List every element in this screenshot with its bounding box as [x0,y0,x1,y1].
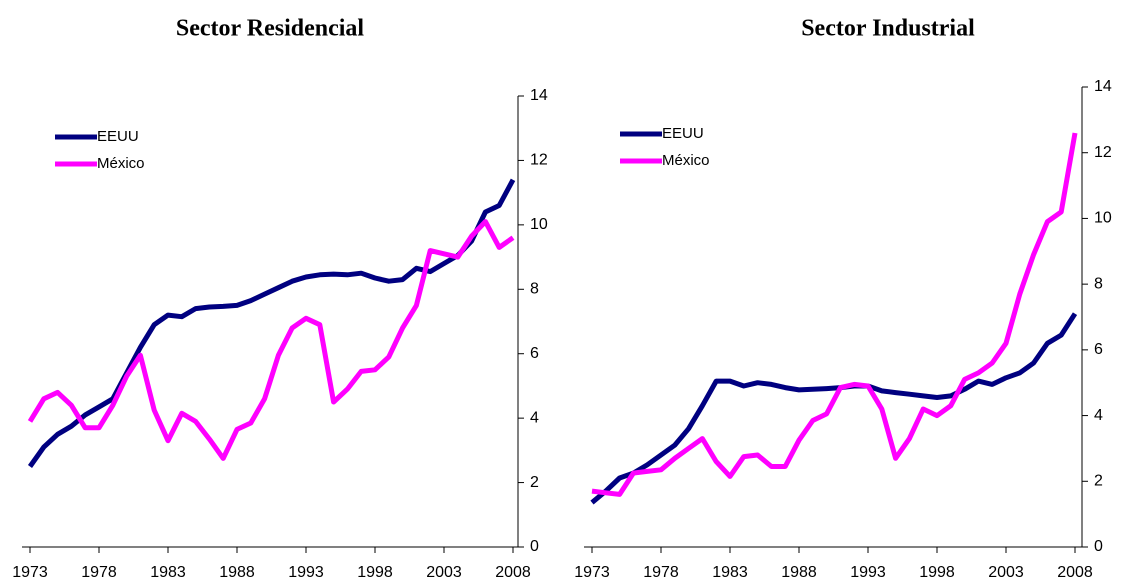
x-tick-label: 1988 [219,564,255,581]
x-tick-label: 1983 [712,564,748,581]
data-line [27,219,515,461]
y-tick-label: 14 [1094,78,1112,95]
y-tick-label: 6 [1094,341,1103,358]
data-line [27,178,516,468]
x-tick-label: 1993 [850,564,886,581]
y-tick-label: 4 [530,409,539,426]
y-tick-label: 6 [530,345,539,362]
legend-label: EEUU [97,128,139,145]
y-tick-label: 12 [1094,144,1112,161]
y-tick-label: 8 [530,281,539,298]
data-line [590,312,1078,505]
y-tick-label: 2 [530,474,539,491]
x-tick-label: 1988 [781,564,817,581]
legend-label: México [97,155,145,172]
x-tick-label: 2008 [1057,564,1093,581]
chart-title: Sector Industrial [801,16,975,42]
y-tick-label: 0 [530,538,539,555]
y-tick-label: 4 [1094,407,1103,424]
x-tick-label: 1983 [150,564,186,581]
y-tick-label: 14 [530,87,548,104]
y-tick-label: 10 [1094,210,1112,227]
y-tick-label: 10 [530,216,548,233]
y-tick-label: 0 [1094,538,1103,555]
chart-title: Sector Residencial [176,16,365,42]
legend-label: EEUU [662,125,704,142]
x-tick-label: 1998 [919,564,955,581]
x-tick-label: 2003 [988,564,1024,581]
legend-label: México [662,152,710,169]
y-tick-label: 12 [530,152,548,169]
x-tick-label: 1978 [81,564,117,581]
x-tick-label: 1993 [288,564,324,581]
x-tick-label: 1978 [643,564,679,581]
x-tick-label: 2008 [495,564,531,581]
y-tick-label: 8 [1094,275,1103,292]
data-line [591,132,1078,497]
x-tick-label: 1973 [574,564,610,581]
y-tick-label: 2 [1094,473,1103,490]
x-tick-label: 1973 [12,564,48,581]
x-tick-label: 2003 [426,564,462,581]
x-tick-label: 1998 [357,564,393,581]
